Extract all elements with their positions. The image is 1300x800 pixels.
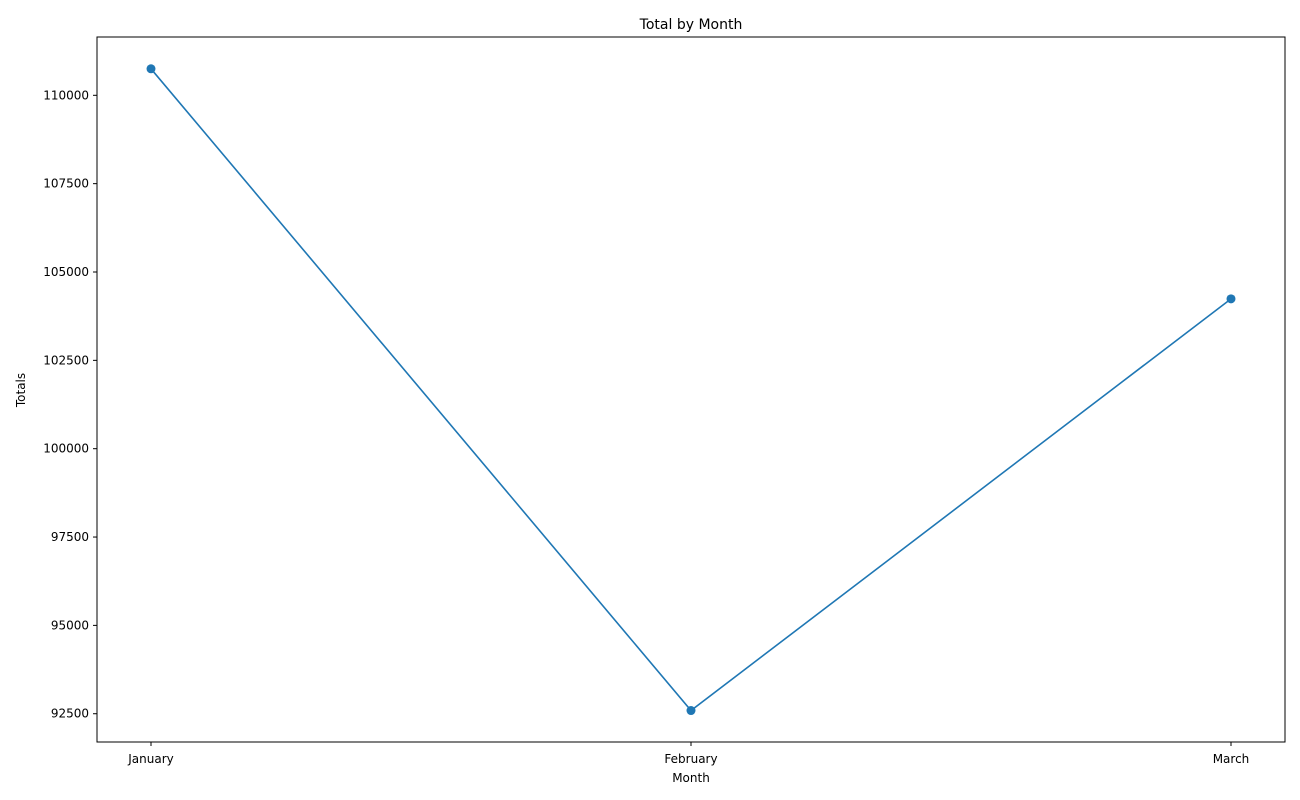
series-layer [146,64,1236,716]
y-axis-label: Totals [14,373,28,408]
x-tick-label: February [664,752,717,766]
chart-title: Total by Month [639,17,743,33]
x-tick-label: March [1213,752,1250,766]
data-point [146,64,156,74]
y-tick-label: 102500 [43,353,89,367]
x-axis-label: Month [672,771,710,785]
y-tick-label: 105000 [43,265,89,279]
y-tick-label: 95000 [51,618,89,632]
y-tick-label: 100000 [43,442,89,456]
y-tick-label: 97500 [51,530,89,544]
series-line [150,68,1232,712]
data-point [1226,294,1236,304]
y-axis-ticks: 92500 95000 97500 100000 102500 105000 107500 1… [43,88,97,721]
y-tick-label: 107500 [43,177,89,191]
x-tick-label: January [127,752,174,766]
x-axis-ticks: January February March [127,742,1249,766]
y-tick-label: 110000 [43,88,89,102]
data-point [686,706,696,716]
y-tick-label: 92500 [51,707,89,721]
plot-area-frame [96,36,1286,743]
